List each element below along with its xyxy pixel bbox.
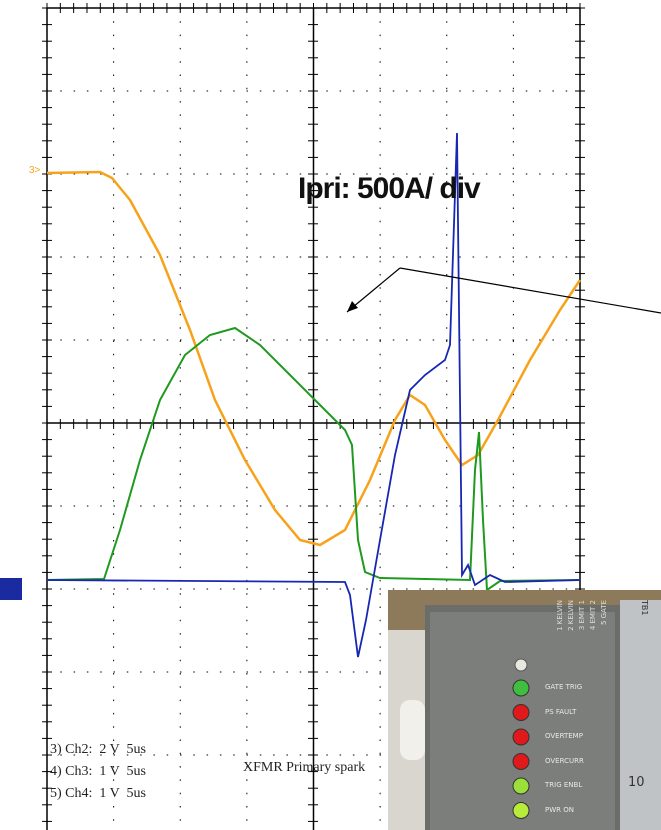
arrow: [346, 267, 401, 313]
led-label: TRIG ENBL: [545, 781, 583, 789]
caption: XFMR Primary spark: [243, 760, 366, 775]
board-label: TB1: [640, 600, 649, 616]
terminal-label: 3 EMIT 1: [578, 600, 586, 631]
terminal-label: 4 EMIT 2: [589, 600, 597, 631]
terminal-label: 5 GATE: [600, 600, 608, 626]
led-label: OVERTEMP: [545, 732, 583, 740]
led: [514, 658, 528, 672]
ch4-trace: [46, 326, 581, 592]
ch5-trace: [46, 132, 581, 658]
arrow-head: [347, 301, 358, 312]
channel-label: 3) Ch2: 2 V 5us: [50, 742, 146, 757]
side-label: 10: [628, 775, 645, 790]
photo: [388, 590, 661, 830]
led: [512, 753, 530, 770]
channel-label: 4) Ch3: 1 V 5us: [50, 764, 146, 779]
channel-label: 5) Ch4: 1 V 5us: [50, 786, 146, 801]
led: [512, 777, 530, 795]
terminal-label: 2 KELVIN: [567, 600, 575, 631]
annotation: Ipri: 500A/ div: [298, 172, 481, 205]
led-label: OVERCURR: [545, 756, 584, 765]
led-label: PS FAULT: [545, 707, 577, 716]
led-label: GATE TRIG: [545, 683, 583, 691]
led: [512, 704, 530, 721]
grid: [42, 3, 585, 830]
led: [512, 679, 530, 697]
led: [512, 728, 530, 746]
ch5-flag: [0, 578, 22, 600]
arrow-line: [399, 267, 661, 314]
led: [512, 802, 530, 819]
led-label: PWR ON: [545, 805, 574, 814]
ch5-marker: 5>: [29, 583, 41, 594]
terminal-label: 1 KELVIN: [556, 600, 564, 631]
ch3-trace: [46, 170, 582, 547]
ch3-marker: 3>: [29, 165, 41, 176]
